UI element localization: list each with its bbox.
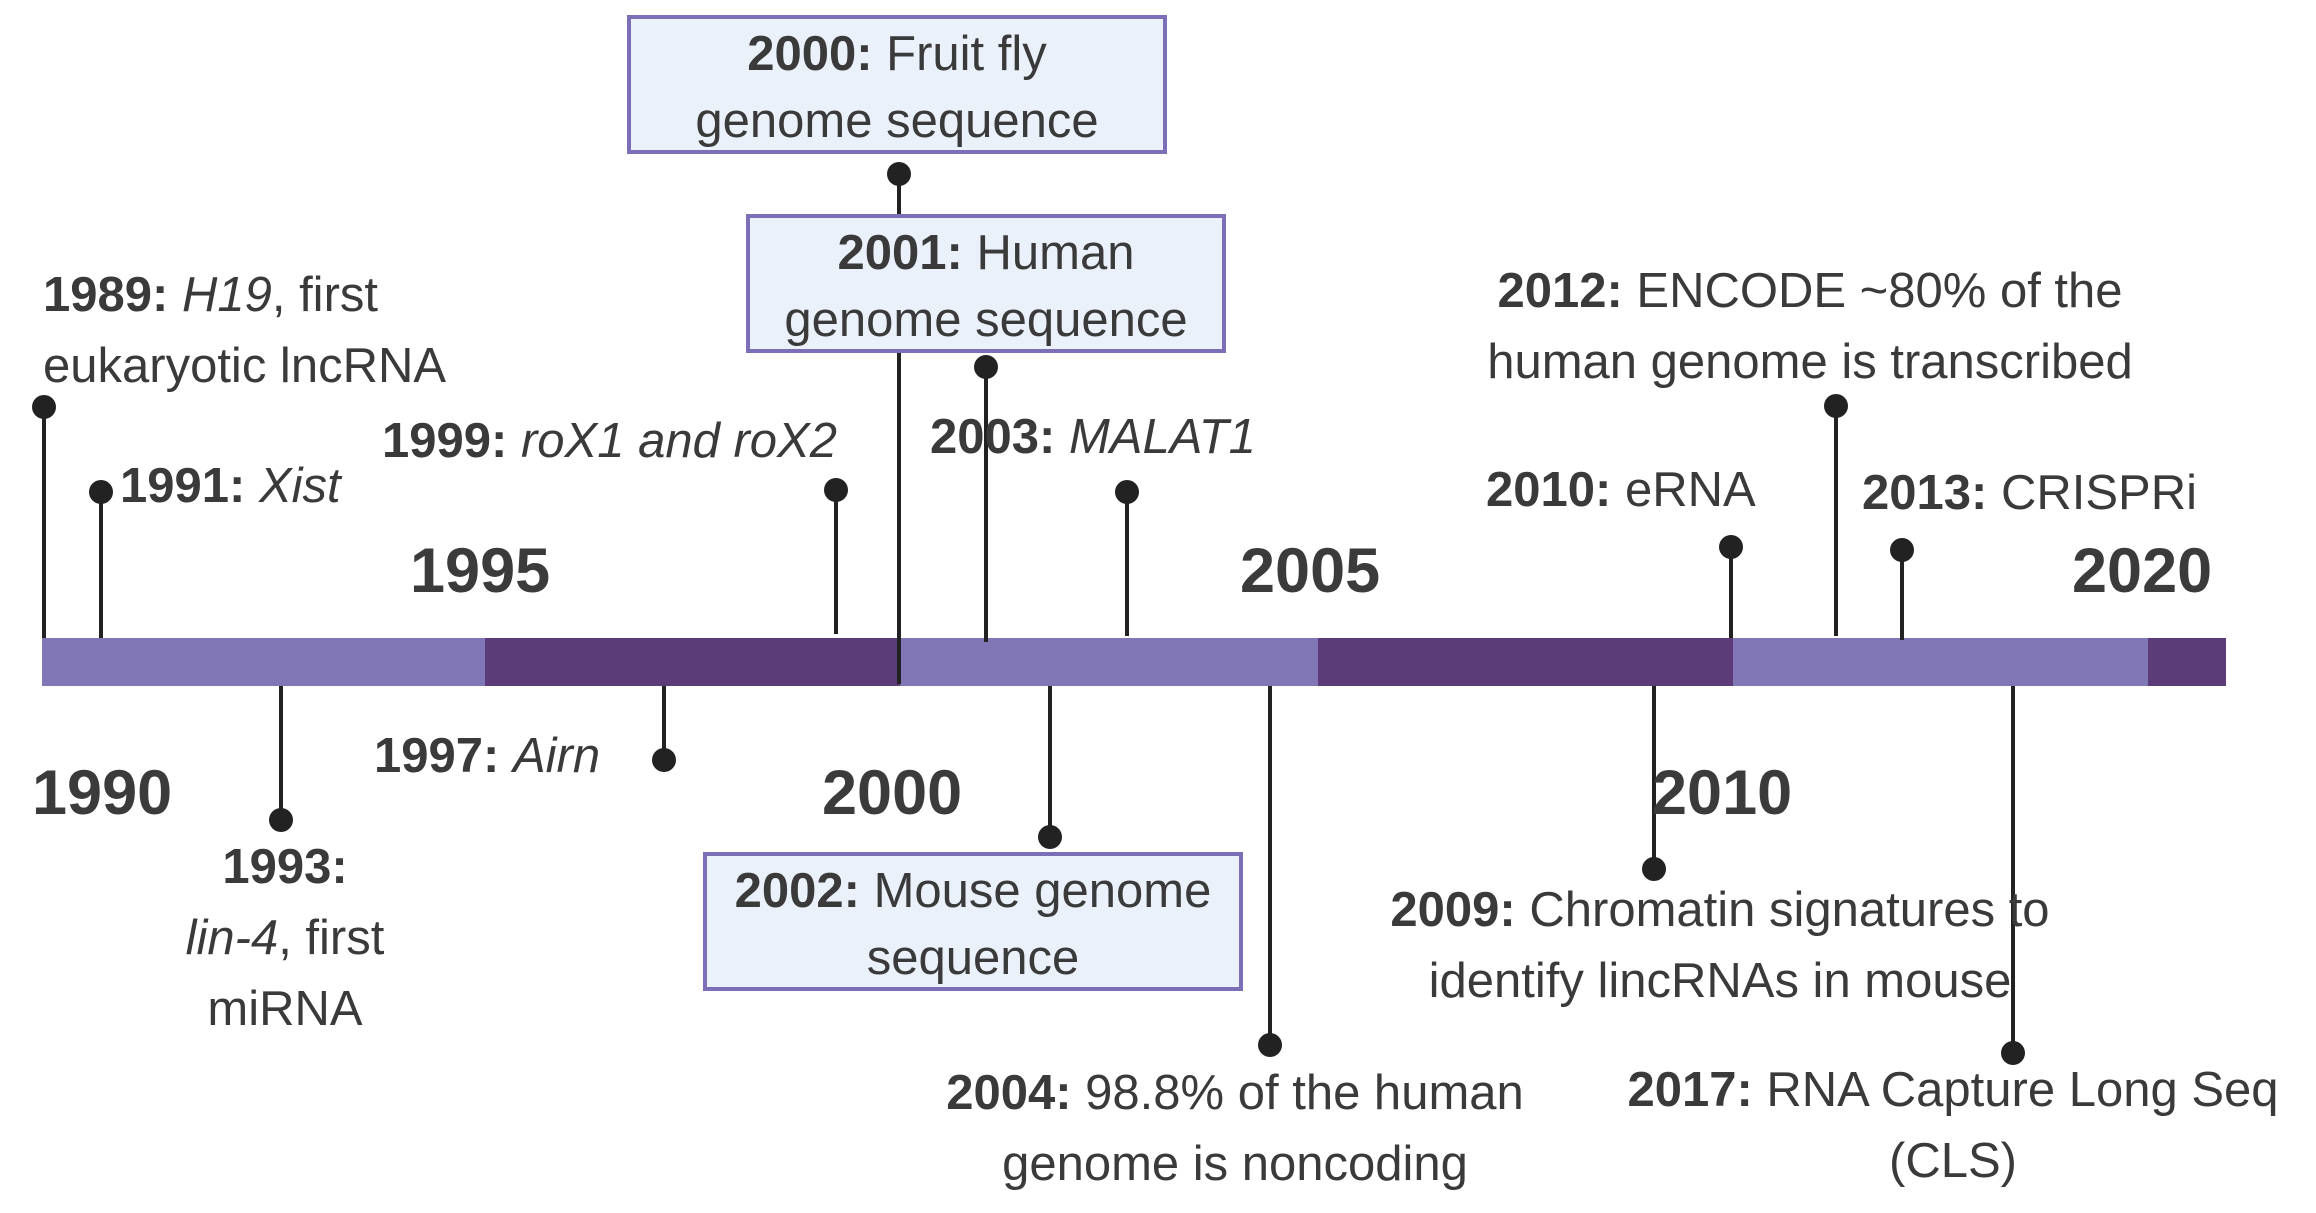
axis-year-2020: 2020 — [2072, 536, 2213, 606]
stem-2003-dot — [1115, 480, 1139, 504]
event-2001-line2: genome sequence — [784, 293, 1188, 347]
stem-1989-dot — [32, 395, 56, 419]
event-2001-box: 2001: Human genome sequence — [746, 214, 1226, 353]
event-2000-box: 2000: Fruit fly genome sequence — [627, 15, 1167, 154]
event-1999-label: 1999: roX1 and roX2 — [382, 414, 837, 468]
segment-1995-2000 — [485, 638, 900, 686]
event-2002-line1: 2002: Mouse genome — [734, 864, 1212, 918]
event-1997-label: 1997: Airn — [374, 729, 601, 783]
segment-2005-2010 — [1318, 638, 1733, 686]
axis-year-2010: 2010 — [1652, 758, 1793, 828]
stem-2013-dot — [1890, 538, 1914, 562]
event-1993-line1: 1993: — [222, 840, 348, 894]
stem-2010-dot — [1719, 535, 1743, 559]
event-2017-label: 2017: RNA Capture Long Seq (CLS) — [1598, 1055, 2308, 1197]
event-2009-line2: identify lincRNAs in mouse — [1428, 954, 2012, 1008]
stem-2017-dot — [2001, 1041, 2025, 1065]
event-2001-line1: 2001: Human — [837, 226, 1135, 280]
stem-1997-dot — [652, 748, 676, 772]
event-2009-label: 2009: Chromatin signatures to identify l… — [1330, 875, 2110, 1017]
event-2002-line2: sequence — [866, 931, 1080, 985]
segment-2020-end — [2148, 638, 2226, 686]
event-2002-box: 2002: Mouse genome sequence — [703, 852, 1243, 991]
event-1993-line3: miRNA — [207, 982, 363, 1036]
stem-2000-dot — [887, 162, 911, 186]
stem-1991-dot — [89, 480, 113, 504]
event-2000-line2: genome sequence — [695, 94, 1099, 148]
event-2009-line1: 2009: Chromatin signatures to — [1390, 883, 2050, 937]
stem-2009-dot — [1642, 857, 1666, 881]
event-2003-label: 2003: MALAT1 — [930, 410, 1256, 464]
event-2012-label: 2012: ENCODE ~80% of the human genome is… — [1420, 256, 2200, 398]
event-2004-label: 2004: 98.8% of the human genome is nonco… — [880, 1058, 1590, 1200]
segment-2000-2005 — [900, 638, 1318, 686]
event-1993-label: 1993: lin-4, first miRNA — [155, 832, 415, 1045]
stem-2001-dot — [974, 355, 998, 379]
event-2004-line2: genome is noncoding — [1002, 1137, 1468, 1191]
segment-2010-2020 — [1733, 638, 2148, 686]
axis-year-1995: 1995 — [410, 536, 551, 606]
event-1991-label: 1991: Xist — [120, 459, 341, 513]
event-1989-label: 1989: H19, first eukaryotic lncRNA — [43, 260, 446, 402]
event-2017-line2: (CLS) — [1889, 1134, 2017, 1188]
stem-2002-dot — [1038, 825, 1062, 849]
event-2010-label: 2010: eRNA — [1486, 463, 1756, 517]
event-2012-line1: 2012: ENCODE ~80% of the — [1497, 264, 2123, 318]
axis-year-1990: 1990 — [32, 758, 173, 828]
segment-1989-1995 — [42, 638, 485, 686]
stem-1999-dot — [824, 478, 848, 502]
stem-2004-dot — [1258, 1033, 1282, 1057]
event-1989-line1: 1989: H19, first — [43, 268, 379, 322]
event-2012-line2: human genome is transcribed — [1487, 335, 2133, 389]
event-2017-line1: 2017: RNA Capture Long Seq — [1627, 1063, 2279, 1117]
axis-year-2000: 2000 — [822, 758, 963, 828]
stem-2012-dot — [1824, 394, 1848, 418]
event-2000-line1: 2000: Fruit fly — [747, 27, 1047, 81]
axis-year-2005: 2005 — [1240, 536, 1381, 606]
event-2004-line1: 2004: 98.8% of the human — [946, 1066, 1524, 1120]
event-1993-line2: lin-4, first — [185, 911, 385, 965]
event-1989-line2: eukaryotic lncRNA — [43, 339, 447, 393]
event-2013-label: 2013: CRISPRi — [1862, 466, 2197, 520]
stem-1993-dot — [269, 808, 293, 832]
